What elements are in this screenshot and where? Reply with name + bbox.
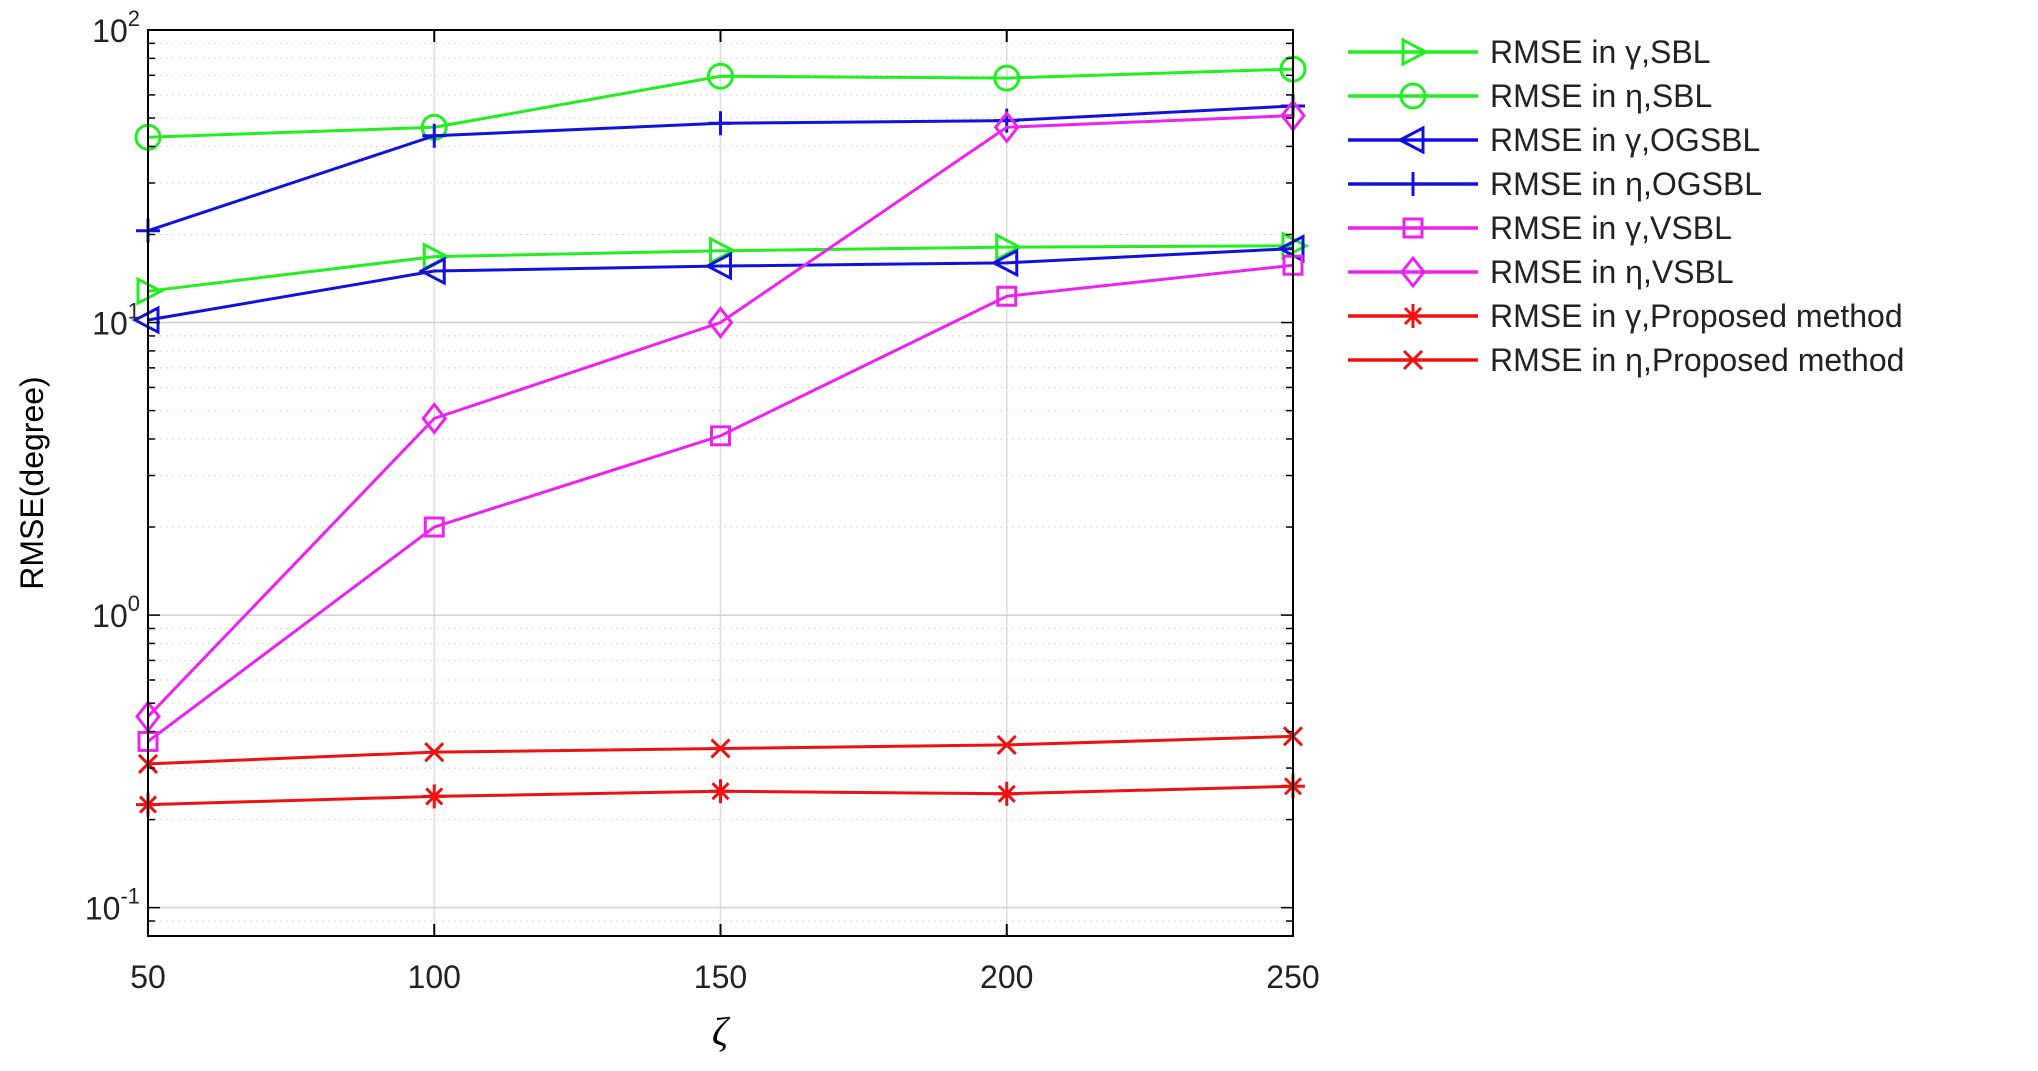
legend-marker — [1396, 125, 1425, 155]
x-tick-label: 100 — [408, 959, 461, 995]
x-tick-label: 200 — [980, 959, 1033, 995]
series-line-5 — [146, 114, 1294, 718]
data-point — [423, 516, 445, 538]
data-point — [131, 305, 160, 335]
data-point — [996, 285, 1018, 307]
data-point — [994, 781, 1019, 806]
x-tick-label: 150 — [694, 959, 747, 995]
legend-item: RMSE in γ,VSBL — [1348, 210, 1732, 246]
legend-marker — [1402, 349, 1424, 371]
data-point — [136, 276, 165, 306]
data-point — [707, 306, 734, 339]
data-point — [993, 64, 1021, 92]
data-point — [424, 742, 445, 763]
series-1 — [134, 55, 1307, 151]
legend-marker — [1402, 217, 1424, 239]
series-line-2 — [147, 247, 1294, 322]
series-2 — [131, 234, 1305, 335]
y-tick-label: 10-1 — [85, 884, 140, 927]
legend-item: RMSE in γ,Proposed method — [1348, 298, 1903, 334]
legend-item: RMSE in η,Proposed method — [1348, 342, 1904, 378]
legend-label: RMSE in γ,VSBL — [1490, 210, 1732, 246]
data-point — [1276, 234, 1305, 264]
legend-item: RMSE in γ,SBL — [1348, 34, 1711, 70]
series-line-4 — [147, 263, 1294, 743]
data-point — [709, 236, 737, 266]
data-point — [996, 734, 1017, 755]
data-point — [704, 251, 732, 281]
x-axis-label: ζ — [712, 1009, 731, 1054]
y-tick-label: 101 — [92, 299, 140, 342]
legend-marker — [1399, 82, 1427, 110]
data-point — [995, 232, 1023, 262]
legend-label: RMSE in η,VSBL — [1490, 254, 1734, 290]
legend: RMSE in γ,SBL RMSE in η,SBL RMSE in γ,OGSB… — [1348, 34, 1904, 378]
series-line-0 — [147, 244, 1294, 293]
legend-label: RMSE in η,Proposed method — [1490, 342, 1904, 378]
legend-label: RMSE in γ,Proposed method — [1490, 298, 1903, 334]
legend-label: RMSE in η,OGSBL — [1490, 166, 1762, 202]
legend-marker — [1401, 304, 1425, 328]
legend-label: RMSE in γ,SBL — [1490, 34, 1711, 70]
data-point — [993, 110, 1020, 144]
x-tick-label: 50 — [130, 959, 166, 995]
legend-label: RMSE in η,SBL — [1490, 78, 1712, 114]
data-point — [418, 256, 446, 286]
data-point — [710, 738, 731, 759]
data-point — [421, 402, 448, 435]
data-point — [422, 784, 447, 809]
data-point — [707, 62, 734, 90]
legend-item: RMSE in η,OGSBL — [1348, 166, 1762, 202]
data-point — [710, 425, 731, 447]
x-tick-label: 250 — [1266, 959, 1319, 995]
y-tick-label: 100 — [92, 591, 140, 634]
legend-label: RMSE in γ,OGSBL — [1490, 122, 1760, 158]
legend-marker — [1400, 255, 1426, 289]
series-line-1 — [147, 67, 1294, 139]
series-layer — [131, 55, 1310, 817]
data-point — [990, 248, 1019, 278]
data-point — [708, 111, 733, 136]
legend-item: RMSE in η,SBL — [1348, 78, 1712, 114]
legend-marker — [1401, 172, 1425, 196]
legend-item: RMSE in η,VSBL — [1348, 254, 1734, 290]
data-point — [422, 123, 447, 148]
legend-marker — [1401, 37, 1430, 67]
data-point — [708, 779, 733, 804]
legend-item: RMSE in γ,OGSBL — [1348, 122, 1760, 158]
y-axis-label: RMSE(degree) — [14, 376, 50, 589]
tick-layer: 50 100 150 200 250 102 101 100 10-1 — [85, 6, 1320, 995]
y-tick-label: 102 — [92, 6, 140, 49]
